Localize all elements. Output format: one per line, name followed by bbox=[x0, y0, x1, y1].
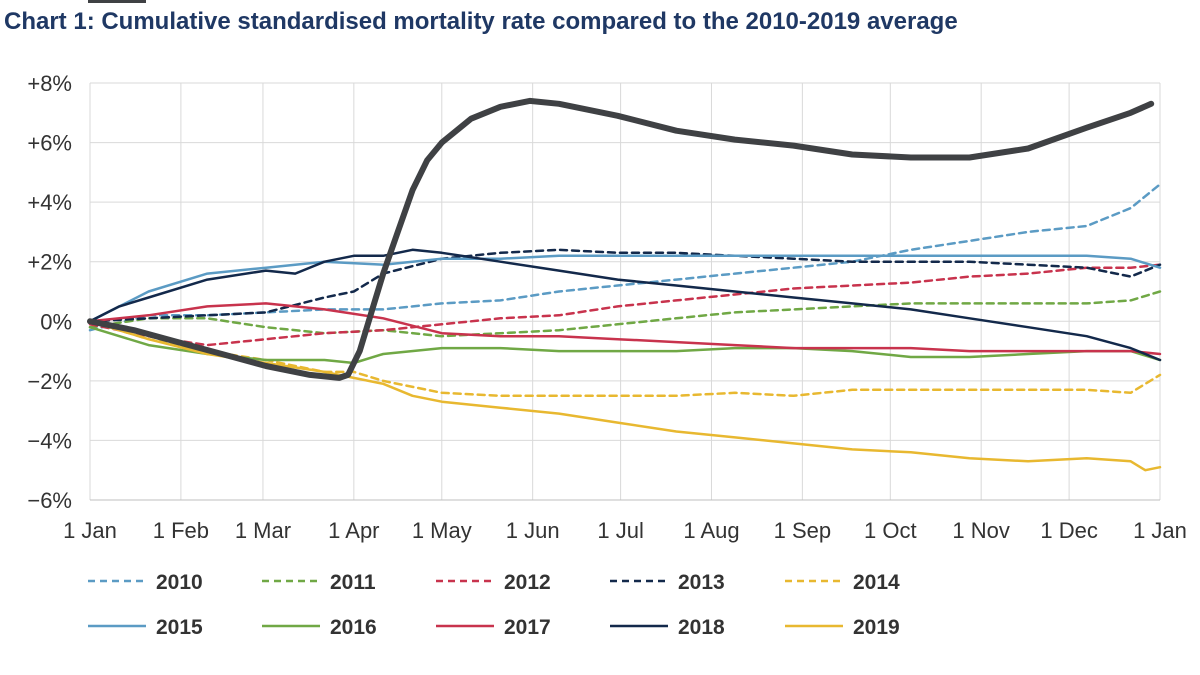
x-tick-label: 1 May bbox=[412, 518, 472, 543]
legend-item-2014: 2014 bbox=[785, 571, 900, 594]
legend-item-2018: 2018 bbox=[610, 616, 725, 639]
grid-layer bbox=[89, 82, 1161, 501]
x-tick-label: 1 Jan bbox=[63, 518, 117, 543]
legend-item-2019: 2019 bbox=[785, 616, 900, 639]
legend-label: 2011 bbox=[330, 571, 376, 594]
series-line-2020 bbox=[87, 97, 1155, 381]
y-tick-label: +2% bbox=[27, 250, 72, 275]
series-line-2012 bbox=[88, 263, 1162, 347]
series-line-2013 bbox=[88, 248, 1162, 323]
y-tick-label: +6% bbox=[27, 131, 72, 156]
legend-label: 2013 bbox=[678, 571, 725, 594]
x-tick-label: 1 Nov bbox=[952, 518, 1009, 543]
legend-label: 2014 bbox=[853, 571, 900, 594]
chart-title: Chart 1: Cumulative standardised mortali… bbox=[4, 8, 958, 35]
y-tick-label: 0% bbox=[40, 309, 72, 334]
x-tick-label: 1 Apr bbox=[328, 518, 379, 543]
y-tick-label: +8% bbox=[27, 71, 72, 96]
axis-layer: 1 Jan 1 Feb 1 Mar 1 Apr 1 May 1 Jun 1 Jul 1 Aug… bbox=[27, 71, 1187, 543]
legend-label: 2015 bbox=[156, 616, 203, 639]
legend-item-2012: 2012 bbox=[436, 571, 551, 594]
legend-item-2011: 2011 bbox=[262, 571, 376, 594]
x-tick-label: 1 Jun bbox=[506, 518, 560, 543]
y-tick-label: +4% bbox=[27, 190, 72, 215]
legend-label: 2017 bbox=[504, 616, 551, 639]
series-line-2018 bbox=[88, 248, 1162, 362]
legend-item-2016: 2016 bbox=[262, 616, 377, 639]
x-tick-label: 1 Aug bbox=[683, 518, 739, 543]
legend-label: 2016 bbox=[330, 616, 377, 639]
series-line-2010 bbox=[88, 183, 1162, 332]
legend-item-2017: 2017 bbox=[436, 616, 551, 639]
legend-item-2010: 2010 bbox=[88, 571, 203, 594]
y-tick-label: −6% bbox=[27, 488, 72, 513]
legend: 2010 2011 2012 2013 2014 2015 2016 2017 2018 2019… bbox=[88, 0, 900, 639]
y-tick-label: −2% bbox=[27, 369, 72, 394]
legend-item-2020: 2020 bbox=[88, 0, 203, 5]
legend-item-2015: 2015 bbox=[88, 616, 203, 639]
series-line-2019 bbox=[88, 320, 1162, 472]
series-line-2015 bbox=[88, 254, 1162, 323]
series-layer bbox=[87, 97, 1162, 472]
y-tick-label: −4% bbox=[27, 428, 72, 453]
legend-label: 2018 bbox=[678, 616, 725, 639]
x-tick-label: 1 Mar bbox=[235, 518, 291, 543]
legend-item-2013: 2013 bbox=[610, 571, 725, 594]
x-tick-label: 1 Jul bbox=[597, 518, 643, 543]
series-line-2016 bbox=[88, 325, 1162, 365]
x-tick-label: 1 Oct bbox=[864, 518, 917, 543]
series-line-2011 bbox=[88, 290, 1162, 338]
legend-label: 2010 bbox=[156, 571, 203, 594]
x-tick-label: 1 Dec bbox=[1040, 518, 1097, 543]
x-tick-label: 1 Feb bbox=[153, 518, 209, 543]
x-tick-label: 1 Sep bbox=[774, 518, 832, 543]
legend-label: 2020 bbox=[156, 0, 203, 5]
x-tick-label: 1 Jan bbox=[1133, 518, 1187, 543]
legend-label: 2019 bbox=[853, 616, 900, 639]
series-line-2017 bbox=[88, 302, 1162, 356]
series-line-2014 bbox=[88, 320, 1162, 398]
legend-label: 2012 bbox=[504, 571, 551, 594]
